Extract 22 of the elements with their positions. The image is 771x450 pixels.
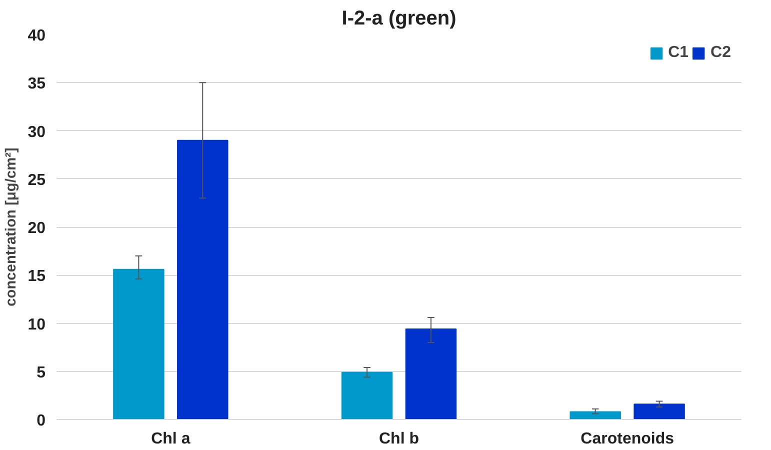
bar	[634, 404, 685, 420]
x-tick-label: Carotenoids	[580, 430, 674, 448]
y-tick-label: 5	[36, 364, 46, 382]
bar	[405, 328, 457, 420]
bar	[341, 372, 393, 420]
bar	[113, 268, 164, 420]
y-tick-label: 20	[28, 220, 46, 237]
y-tick-label: 25	[28, 172, 46, 189]
legend-label: C1	[668, 44, 689, 62]
x-tick-label: Chl a	[151, 430, 190, 448]
bar	[570, 411, 621, 420]
y-tick-label: 15	[28, 268, 46, 286]
chart-title: I-2-a (green)	[342, 8, 456, 30]
y-tick-label: 10	[28, 316, 46, 334]
y-tick-label: 35	[28, 76, 46, 93]
y-tick-label: 0	[36, 412, 46, 430]
y-tick-label: 30	[28, 124, 46, 141]
bar	[177, 140, 228, 420]
y-axis-title: concentration [μg/cm²]	[4, 147, 20, 306]
legend-label: C2	[710, 44, 731, 62]
y-tick-label: 40	[28, 28, 46, 44]
x-tick-label: Chl b	[379, 430, 420, 448]
